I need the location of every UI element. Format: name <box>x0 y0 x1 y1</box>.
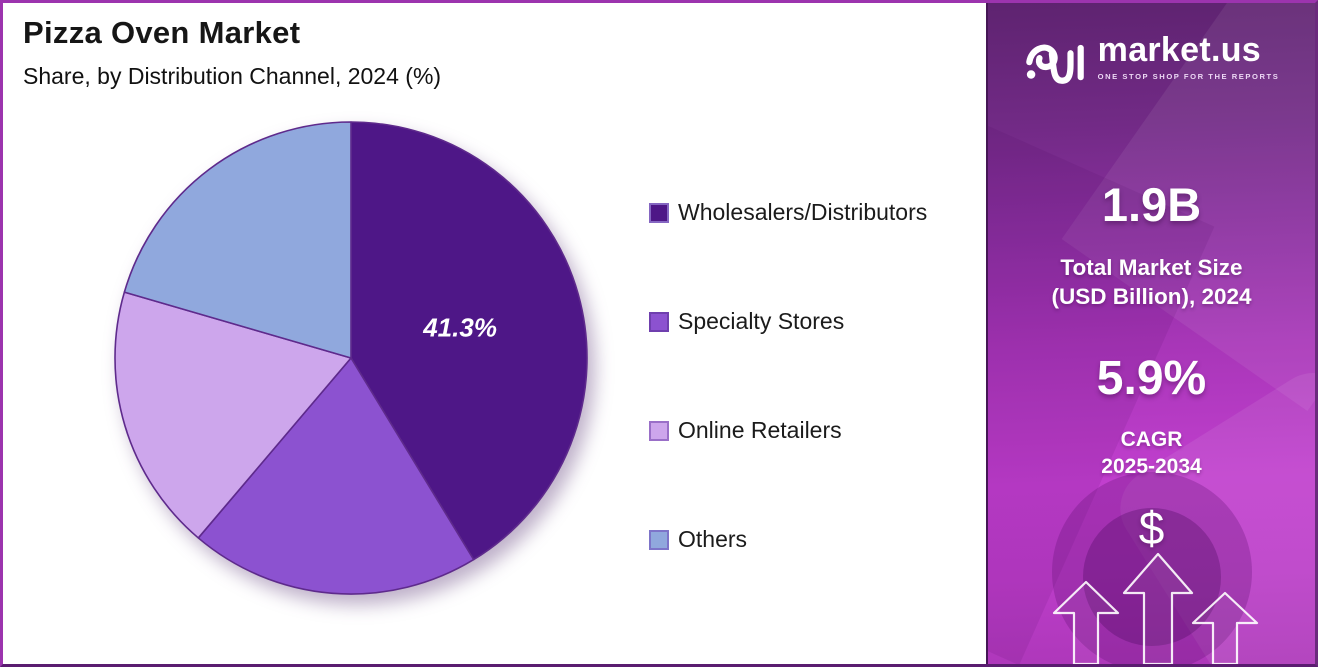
page-subtitle: Share, by Distribution Channel, 2024 (%) <box>23 63 442 89</box>
cagr-caption: CAGR 2025-2034 <box>988 426 1315 481</box>
legend-item-specialty-stores: Specialty Stores <box>649 308 927 335</box>
pie-slice-label-wholesalers-distributors: 41.3% <box>422 312 497 342</box>
brand-sidebar: market.us ONE STOP SHOP FOR THE REPORTS … <box>986 3 1315 664</box>
brand-logo-text: market.us ONE STOP SHOP FOR THE REPORTS <box>1098 33 1280 81</box>
cagr-value: 5.9% <box>1096 352 1207 405</box>
legend-swatch <box>649 202 669 223</box>
cagr-caption-line2: 2025-2034 <box>1101 455 1202 479</box>
chart-area: Pizza Oven Market Share, by Distribution… <box>3 3 986 664</box>
pie-slice-others <box>123 121 352 359</box>
marketus-logo-icon <box>1025 44 1084 84</box>
pie-chart: 41.3% <box>114 121 588 595</box>
legend-label: Online Retailers <box>678 417 842 443</box>
legend-swatch <box>649 420 669 441</box>
dollar-icon: $ <box>1138 502 1165 554</box>
brand-tagline: ONE STOP SHOP FOR THE REPORTS <box>1097 72 1280 81</box>
total-market-size-caption-line2: (USD Billion), 2024 <box>1051 284 1252 310</box>
chart-titles: Pizza Oven Market Share, by Distribution… <box>23 15 441 90</box>
legend-label: Others <box>678 526 748 552</box>
page-title: Pizza Oven Market <box>23 15 301 50</box>
pie-slice-wholesalers-distributors <box>350 121 588 561</box>
total-market-size-value: 1.9B <box>1101 178 1202 231</box>
growth-arrows-icon <box>1052 552 1259 664</box>
cagr-caption-line1: CAGR <box>1120 428 1183 451</box>
total-market-size-caption-line1: Total Market Size <box>1060 255 1243 280</box>
legend-swatch <box>649 529 669 550</box>
legend-swatch <box>649 311 669 332</box>
pie-slice-online-retailers <box>114 291 352 539</box>
brand-name: market.us <box>1097 31 1261 69</box>
legend-item-wholesalers-distributors: Wholesalers/Distributors <box>649 199 927 226</box>
pie-slice-specialty-stores <box>197 357 475 595</box>
legend-item-online-retailers: Online Retailers <box>649 417 927 444</box>
brand-logo: market.us ONE STOP SHOP FOR THE REPORTS <box>988 33 1315 91</box>
legend: Wholesalers/Distributors Specialty Stores… <box>649 199 927 553</box>
total-market-size-caption: Total Market Size (USD Billion), 2024 <box>988 253 1315 312</box>
legend-item-others: Others <box>649 526 927 553</box>
legend-label: Specialty Stores <box>678 308 845 334</box>
decor-coffee-cup <box>1051 472 1252 664</box>
legend-label: Wholesalers/Distributors <box>678 199 928 225</box>
